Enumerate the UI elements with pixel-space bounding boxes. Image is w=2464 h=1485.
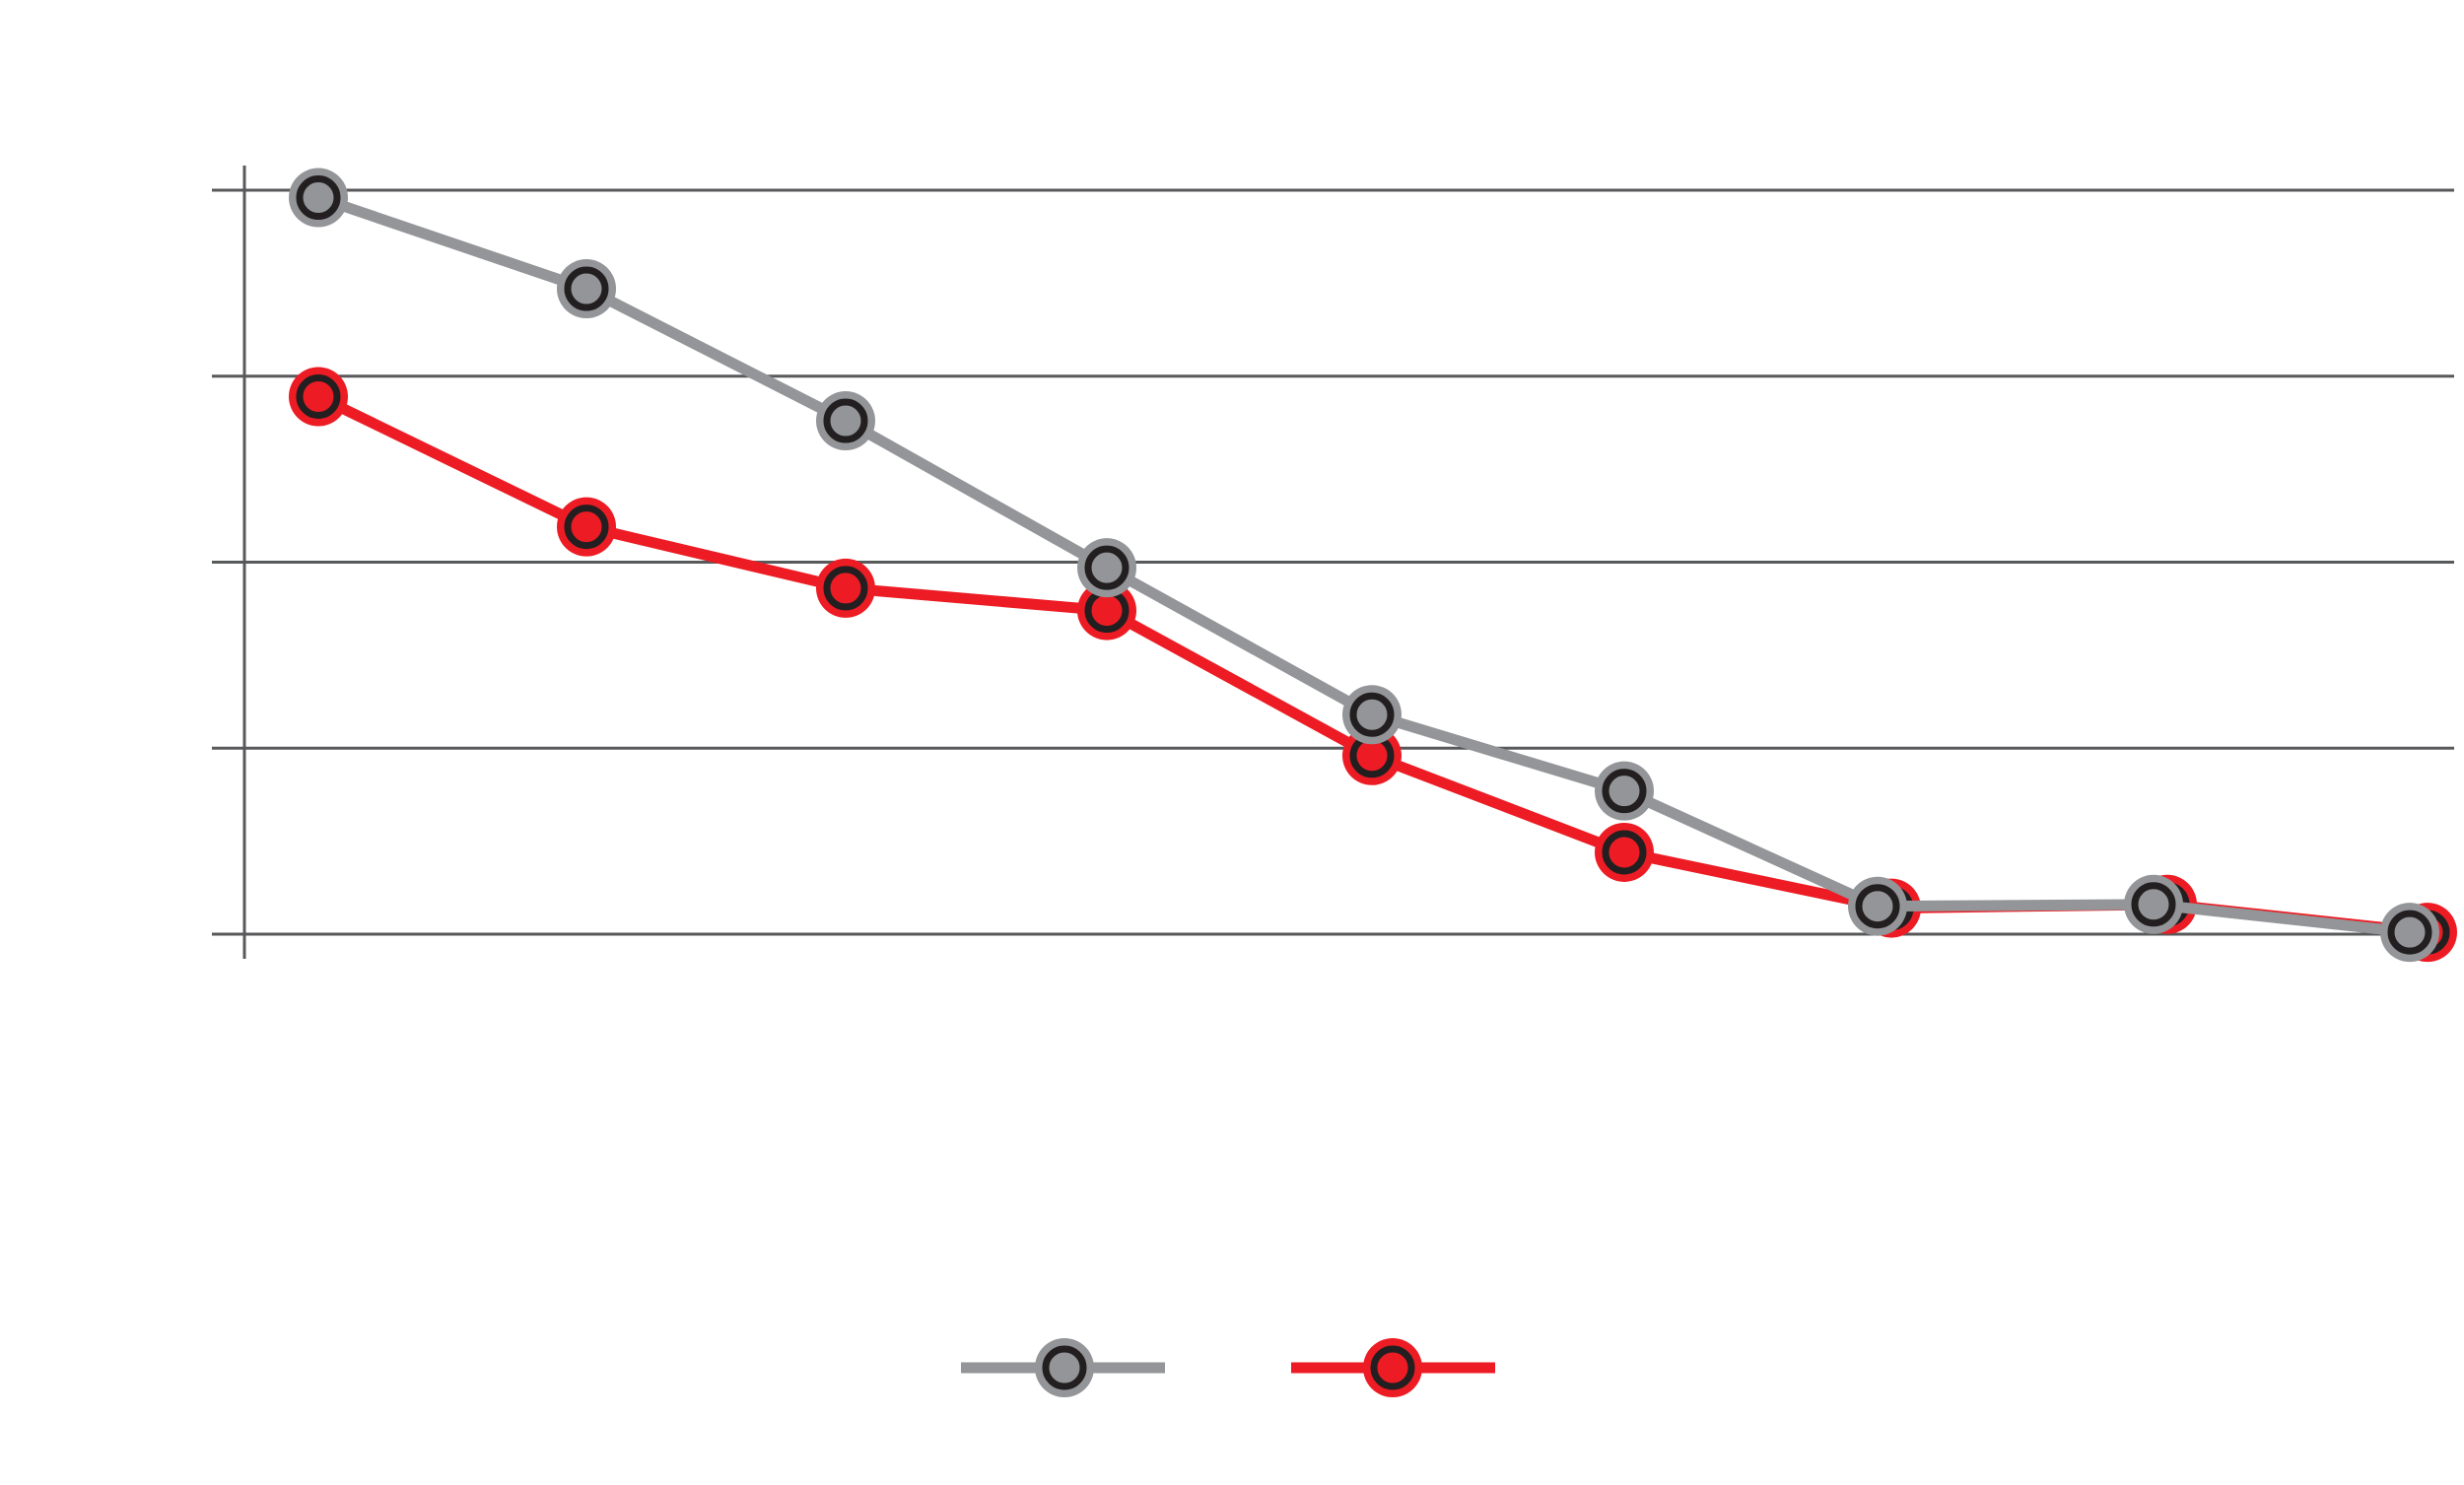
series-2 — [289, 367, 2457, 963]
series-1-point-9 — [2387, 910, 2432, 955]
gridlines — [212, 188, 2454, 936]
series-1-point-6 — [1602, 769, 1647, 814]
series-1-point-8 — [2131, 882, 2176, 927]
series-1-point-4 — [1084, 545, 1129, 590]
legend-marker-2 — [1370, 1345, 1415, 1390]
series-2-point-3 — [823, 566, 868, 611]
series-1-point-5 — [1349, 692, 1395, 737]
legend-item-1 — [961, 1338, 1165, 1397]
legend-item-2 — [1291, 1338, 1495, 1397]
series-1-point-1 — [296, 175, 341, 221]
series-2-point-4 — [1084, 588, 1129, 634]
series-1-line — [316, 192, 2411, 938]
legend-marker-1 — [1042, 1345, 1087, 1390]
legend — [961, 1338, 1495, 1397]
series-group — [289, 168, 2457, 963]
series-2-point-6 — [1602, 830, 1647, 875]
series-2-point-1 — [296, 374, 341, 420]
series-1 — [289, 168, 2439, 963]
series-2-line — [315, 391, 2429, 938]
series-1-point-2 — [564, 266, 609, 311]
series-1-point-7 — [1855, 884, 1900, 929]
series-1-point-3 — [823, 398, 868, 443]
series-2-point-2 — [564, 505, 609, 550]
